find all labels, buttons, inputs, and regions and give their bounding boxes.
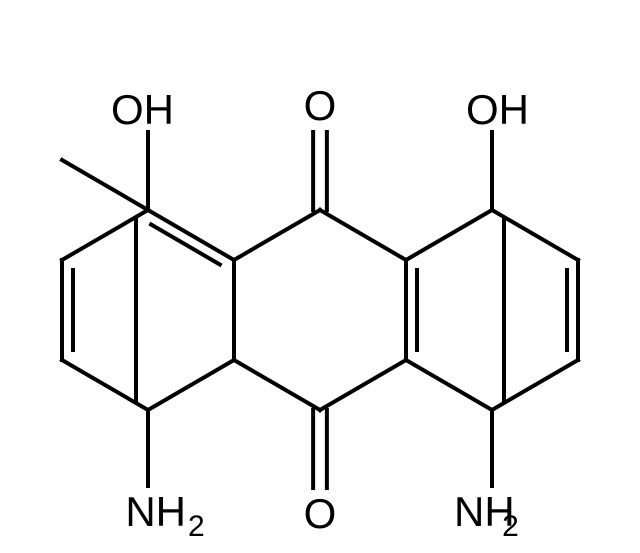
atom-label: OH — [111, 86, 174, 133]
atom-label-sub: 2 — [502, 510, 519, 543]
atom-label: O — [304, 82, 337, 129]
atom-label: O — [304, 490, 337, 537]
atom-label: NH — [125, 488, 186, 535]
atom-label-sub: 2 — [188, 510, 205, 543]
atom-label: OH — [466, 86, 529, 133]
molecule-diagram: OHOOHNH2ONH2 — [0, 0, 640, 553]
